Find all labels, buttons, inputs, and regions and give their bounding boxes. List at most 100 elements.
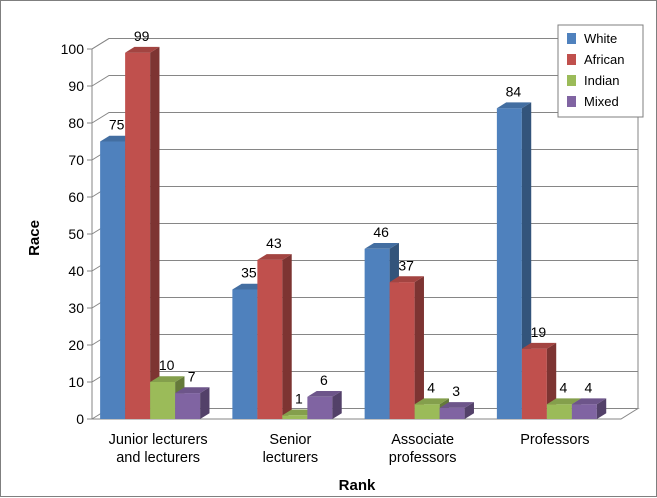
gridline <box>91 148 638 161</box>
bar-front <box>364 248 390 419</box>
x-axis-title: Rank <box>339 477 376 494</box>
gridline <box>91 74 638 87</box>
legend-swatch-mixed <box>567 96 576 107</box>
bars <box>100 46 607 419</box>
bar-front <box>232 289 258 419</box>
y-tick-label: 90 <box>68 78 84 94</box>
bar-front <box>439 407 465 419</box>
bar-top <box>496 102 532 109</box>
bar-top <box>521 342 557 349</box>
data-label-african-2: 37 <box>398 257 414 273</box>
bar-mixed-3 <box>571 398 607 419</box>
data-label-mixed-2: 3 <box>452 383 460 399</box>
x-category-label: Junior lecturers and lecturers <box>109 432 208 466</box>
bar-side <box>332 391 342 419</box>
y-axis-ticks: 0 10 20 30 40 50 60 70 80 90 100 <box>61 41 92 427</box>
back-wall-top <box>91 37 638 50</box>
y-tick-label: 0 <box>76 411 84 427</box>
legend-label-african: African <box>584 52 624 67</box>
bar-top <box>439 402 474 408</box>
bar-side <box>282 254 292 419</box>
bar-african-3 <box>521 342 557 419</box>
bar-front <box>150 382 176 419</box>
x-category-label: Professors <box>520 432 589 448</box>
x-category-label: Senior lecturers <box>263 432 319 466</box>
bar-mixed-0 <box>175 387 210 419</box>
legend-label-indian: Indian <box>584 73 619 88</box>
data-label-white-2: 46 <box>373 224 389 240</box>
legend-swatch-white <box>567 33 576 44</box>
y-tick-label: 60 <box>68 189 84 205</box>
legend: White African Indian Mixed <box>557 24 644 118</box>
bar-top <box>150 376 185 382</box>
gridline <box>91 222 638 235</box>
gridline <box>91 111 638 124</box>
bar-top <box>571 398 607 405</box>
x-category-label: Associate professors <box>389 432 457 466</box>
data-label-indian-3: 4 <box>559 379 567 395</box>
data-label-indian-0: 10 <box>159 357 175 373</box>
legend-label-mixed: Mixed <box>584 94 619 109</box>
bar-white-3 <box>496 102 532 419</box>
bar-side <box>150 46 160 419</box>
bar-top <box>364 243 399 249</box>
bar-front <box>282 415 308 419</box>
bar-front <box>307 396 333 419</box>
bar-front <box>571 404 597 419</box>
bar-side <box>521 102 532 419</box>
bar-top <box>414 398 449 405</box>
data-label-indian-1: 1 <box>295 391 303 407</box>
y-axis-title: Race <box>26 220 43 256</box>
bar-side <box>200 387 210 419</box>
gridline <box>91 185 638 198</box>
bar-top <box>125 46 160 53</box>
bar-mixed-1 <box>307 391 342 419</box>
data-label-african-0: 99 <box>134 28 150 44</box>
y-tick-label: 30 <box>68 300 84 316</box>
y-tick-label: 70 <box>68 152 84 168</box>
bar-front <box>125 52 151 419</box>
legend-swatch-indian <box>567 75 576 86</box>
data-label-mixed-0: 7 <box>188 368 196 384</box>
y-tick-label: 50 <box>68 226 84 242</box>
bar-african-1 <box>257 254 292 419</box>
bar-side <box>414 276 424 419</box>
bar-mixed-2 <box>439 402 474 419</box>
bar-front <box>496 108 522 419</box>
data-label-mixed-3: 4 <box>584 379 592 395</box>
legend-swatch-african <box>567 54 576 65</box>
y-tick-label: 80 <box>68 115 84 131</box>
y-tick-label: 40 <box>68 263 84 279</box>
bar-front <box>414 404 440 419</box>
bar-front <box>257 259 283 419</box>
data-label-mixed-1: 6 <box>320 372 328 388</box>
bar-african-2 <box>389 276 424 419</box>
bar-front <box>546 404 572 419</box>
x-axis-categories: Junior lecturers and lecturers Senior lectu… <box>109 432 590 466</box>
bar-top <box>546 398 582 405</box>
legend-label-white: White <box>584 31 617 46</box>
bar-front <box>100 141 126 419</box>
bar-top <box>175 387 210 394</box>
gridline <box>91 37 638 50</box>
y-tick-label: 10 <box>68 374 84 390</box>
bar-top <box>307 391 342 397</box>
y-tick-label: 20 <box>68 337 84 353</box>
data-label-white-3: 84 <box>506 83 522 99</box>
bar-front <box>389 282 415 419</box>
data-label-white-0: 75 <box>109 117 125 133</box>
bar-front <box>521 348 547 419</box>
y-tick-label: 100 <box>61 41 85 57</box>
data-label-white-1: 35 <box>241 265 257 281</box>
data-label-african-3: 19 <box>531 324 547 340</box>
data-label-indian-2: 4 <box>427 379 435 395</box>
bar-side <box>464 402 474 419</box>
bar-african-0 <box>125 46 160 419</box>
bar-top <box>389 276 424 283</box>
bar-side <box>596 398 607 419</box>
bar-top <box>257 254 292 260</box>
data-label-african-1: 43 <box>266 235 282 251</box>
